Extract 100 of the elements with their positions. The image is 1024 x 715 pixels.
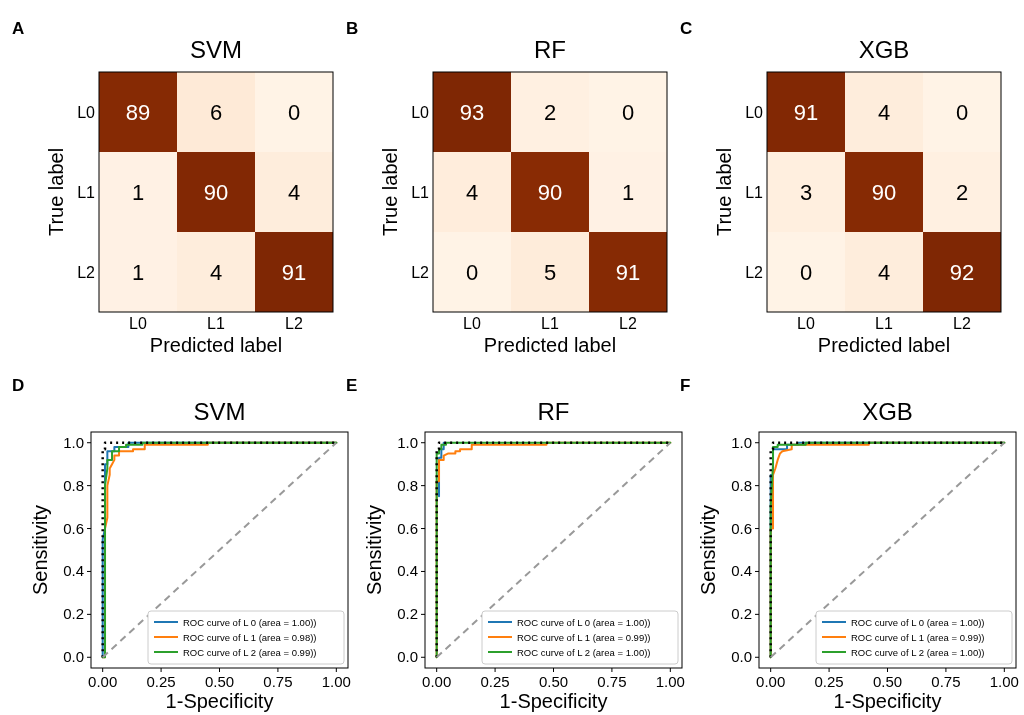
x-tick-label: 0.50 [872,673,903,690]
x-tick-label: 0.50 [538,673,569,690]
x-tick-label: 0.25 [480,673,510,690]
x-tick-label: 0.75 [597,673,627,690]
x-tick-label: 0.50 [204,673,235,690]
chart-title: SVM [193,398,246,425]
y-axis-title: Sensitivity [29,504,51,596]
x-tick-label: L0 [463,315,481,332]
y-tick-label: 1.0 [63,433,84,451]
legend-label: ROC curve of L 1 (area = 0.99)) [517,631,651,643]
text: F [680,376,691,395]
y-axis-title: True label [713,147,735,237]
y-axis-title: Sensitivity [697,504,719,596]
data-label: 93 [459,100,485,125]
legend-label: ROC curve of L 2 (area = 1.00)) [851,646,985,658]
y-tick-label: 0.6 [397,519,418,537]
y-tick-label: L2 [77,264,96,281]
y-axis-title: Sensitivity [363,504,385,596]
y-tick-label: 0.4 [397,562,418,580]
legend-label: ROC curve of L 1 (area = 0.99)) [851,631,985,643]
x-tick-label: L0 [129,315,147,332]
y-tick-label: 0.6 [731,519,752,537]
y-tick-label: L1 [77,184,96,201]
x-axis-title: 1-Specificity [833,690,942,712]
data-label: 92 [949,260,975,285]
legend-label: ROC curve of L 0 (area = 1.00)) [851,616,985,628]
chart-title: RF [534,36,566,63]
y-tick-label: L2 [411,264,430,281]
data-label: 91 [615,260,641,285]
x-axis-title: 1-Specificity [499,690,608,712]
legend-label: ROC curve of L 2 (area = 0.99)) [183,646,317,658]
data-label: 2 [543,100,557,125]
data-label: 91 [281,260,307,285]
data-label: 0 [955,100,969,125]
x-tick-label: 0.75 [263,673,293,690]
data-label: 4 [287,180,301,205]
y-tick-label: 0.8 [731,476,752,494]
y-tick-label: 0.8 [63,476,84,494]
text: A [12,19,25,38]
x-tick-label: L2 [953,315,971,332]
legend-label: ROC curve of L 0 (area = 1.00)) [517,616,651,628]
chart-title: XGB [862,398,913,425]
y-tick-label: L0 [77,104,96,121]
x-tick-label: 1.00 [989,673,1019,690]
data-label: 1 [131,180,145,205]
x-tick-label: 0.00 [756,673,786,690]
y-tick-label: 0.4 [63,562,84,580]
x-axis-title: Predicted label [817,334,951,356]
legend-label: ROC curve of L 0 (area = 1.00)) [183,616,317,628]
data-label: 5 [543,260,557,285]
x-tick-label: L1 [875,315,893,332]
text: C [680,19,693,38]
text: B [346,19,359,38]
data-label: 89 [125,100,151,125]
data-label: 90 [203,180,229,205]
data-label: 0 [465,260,479,285]
legend-label: ROC curve of L 2 (area = 1.00)) [517,646,651,658]
chart-title: SVM [189,36,243,63]
x-axis-title: Predicted label [149,334,283,356]
x-tick-label: L0 [797,315,815,332]
y-axis-title: True label [379,147,401,237]
y-tick-label: 1.0 [731,433,752,451]
y-tick-label: L1 [411,184,430,201]
x-tick-label: 0.00 [88,673,118,690]
y-tick-label: L0 [745,104,764,121]
data-label: 3 [799,180,813,205]
y-tick-label: L1 [745,184,764,201]
data-label: 4 [877,100,891,125]
legend-label: ROC curve of L 1 (area = 0.98)) [183,631,317,643]
data-label: 0 [287,100,301,125]
y-tick-label: 0.0 [731,648,752,666]
y-tick-label: 0.0 [63,648,84,666]
y-tick-label: L2 [745,264,764,281]
x-tick-label: 0.25 [814,673,844,690]
x-tick-label: L1 [207,315,225,332]
y-tick-label: 0.0 [397,648,418,666]
x-tick-label: 1.00 [655,673,685,690]
text: D [12,376,25,395]
text: E [346,376,358,395]
y-tick-label: 0.2 [63,605,84,623]
data-label: 1 [621,180,635,205]
x-tick-label: 0.75 [931,673,961,690]
y-tick-label: L0 [411,104,430,121]
data-label: 4 [465,180,479,205]
data-label: 0 [621,100,635,125]
data-label: 2 [955,180,969,205]
data-label: 1 [131,260,145,285]
chart-title: RF [537,398,570,425]
data-label: 91 [793,100,819,125]
data-label: 6 [209,100,223,125]
chart-title: XGB [858,36,910,63]
y-tick-label: 0.2 [731,605,752,623]
data-label: 90 [871,180,897,205]
x-axis-title: 1-Specificity [165,690,274,712]
x-tick-label: 1.00 [321,673,351,690]
y-tick-label: 0.4 [731,562,752,580]
data-label: 4 [877,260,891,285]
x-tick-label: 0.25 [146,673,176,690]
y-tick-label: 0.6 [63,519,84,537]
x-tick-label: 0.00 [422,673,452,690]
